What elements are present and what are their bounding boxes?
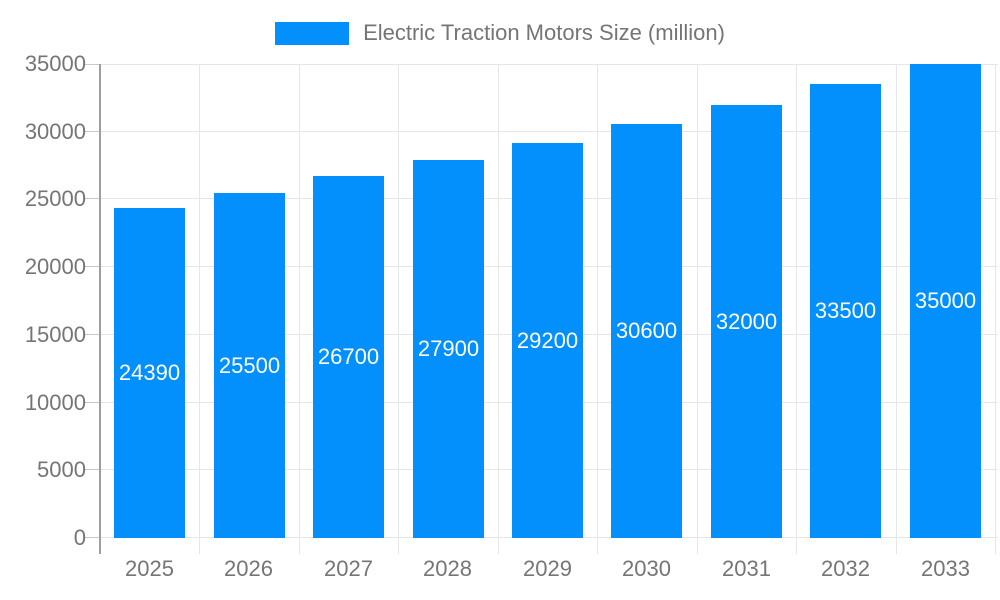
legend-label: Electric Traction Motors Size (million) [363, 20, 725, 45]
x-axis-tick-label: 2028 [423, 556, 472, 581]
h-gridline [100, 64, 998, 65]
v-gridline [597, 64, 598, 554]
bar-2027[interactable]: 26700 [313, 176, 384, 538]
plot-area: 0 5000 10000 15000 20000 25000 30000 35000 2025 2… [25, 51, 998, 581]
y-axis-tick-label: 35000 [24, 51, 86, 76]
legend-swatch [275, 21, 350, 45]
bar-value-label: 32000 [715, 308, 778, 334]
x-axis-tick-label: 2025 [125, 556, 174, 581]
bar-2028[interactable]: 27900 [413, 160, 484, 538]
x-axis-tick-label: 2029 [523, 556, 572, 581]
y-axis-tick-label: 30000 [24, 118, 86, 144]
y-tick-mark [85, 130, 99, 132]
y-axis-tick-label: 25000 [24, 186, 86, 212]
v-gridline [896, 64, 897, 554]
v-gridline [199, 64, 200, 554]
legend: Electric Traction Motors Size (million) [0, 20, 1000, 46]
y-tick-mark [85, 266, 99, 268]
bar-value-label: 26700 [317, 344, 380, 369]
y-axis-tick-label: 15000 [24, 321, 86, 347]
y-axis-tick-label: 20000 [24, 254, 86, 280]
bar-value-label: 35000 [914, 288, 977, 313]
x-axis-tick-label: 2032 [821, 556, 870, 581]
x-axis-tick-label: 2033 [921, 556, 970, 581]
x-axis-tick-label: 2031 [722, 556, 771, 581]
bar-value-label: 29200 [516, 327, 579, 353]
y-axis-tick-label: 10000 [24, 389, 86, 415]
bar-value-label: 25500 [218, 352, 281, 378]
bar-value-label: 30600 [615, 318, 678, 343]
y-axis-line [99, 64, 101, 554]
y-tick-mark [85, 401, 99, 403]
bar-2033[interactable]: 35000 [910, 64, 981, 538]
bar-value-label: 33500 [814, 298, 877, 323]
y-axis-tick-label: 0 [73, 525, 86, 550]
v-gridline [697, 64, 698, 554]
bar-value-label: 27900 [417, 336, 480, 361]
v-gridline [299, 64, 300, 554]
x-axis-tick-label: 2030 [622, 556, 671, 581]
bar-2026[interactable]: 25500 [214, 193, 285, 538]
bar-2030[interactable]: 30600 [611, 124, 682, 538]
x-axis-tick-label: 2027 [324, 556, 373, 581]
bar-value-label: 24390 [118, 360, 181, 385]
bar-2025[interactable]: 24390 [114, 208, 185, 538]
bar-2032[interactable]: 33500 [810, 84, 881, 538]
v-gridline [398, 64, 399, 554]
y-tick-mark [85, 198, 99, 200]
v-gridline [796, 64, 797, 554]
v-gridline [498, 64, 499, 554]
x-axis-tick-label: 2026 [224, 556, 273, 581]
y-tick-mark [85, 469, 99, 471]
y-tick-mark [85, 64, 99, 65]
y-tick-mark [85, 537, 99, 538]
bar-2031[interactable]: 32000 [711, 105, 782, 538]
h-gridline [100, 130, 998, 132]
y-axis-tick-label: 5000 [37, 457, 86, 483]
v-gridline [995, 64, 996, 554]
y-tick-mark [85, 333, 99, 335]
bar-2029[interactable]: 29200 [512, 143, 583, 538]
